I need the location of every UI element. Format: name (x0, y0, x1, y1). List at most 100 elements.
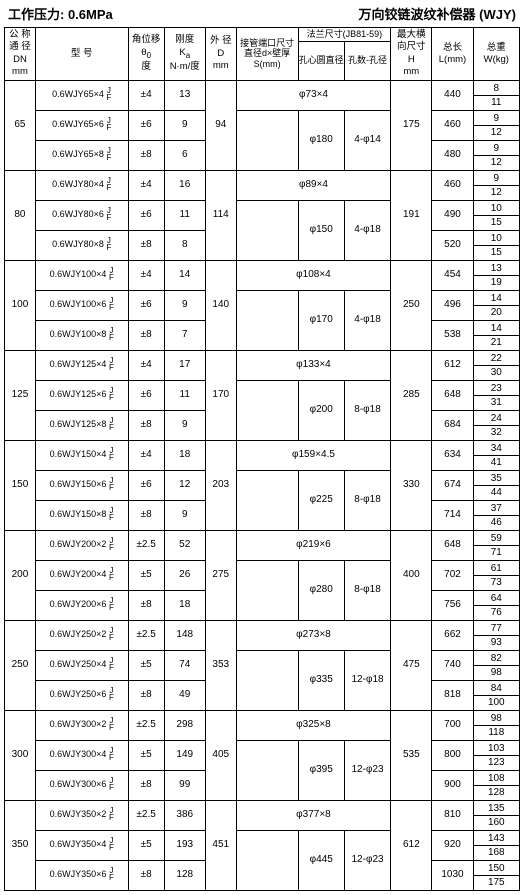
col-h: 最大横向尺寸Hmm (391, 28, 432, 81)
cell-model: 0.6WJY65×4 JF (35, 80, 128, 110)
cell-model: 0.6WJY125×8 JF (35, 410, 128, 440)
cell-w: 1015 (473, 200, 519, 230)
cell-k: 193 (164, 830, 205, 860)
cell-pipe: φ219×6 (236, 530, 390, 560)
cell-model: 0.6WJY125×6 JF (35, 380, 128, 410)
cell-l: 920 (432, 830, 473, 860)
cell-h: 191 (391, 170, 432, 260)
cell-model: 0.6WJY250×2 JF (35, 620, 128, 650)
cell-dn: 100 (5, 260, 36, 350)
cell-angle: ±8 (128, 140, 164, 170)
cell-w: 6173 (473, 560, 519, 590)
cell-angle: ±8 (128, 860, 164, 890)
cell-k: 386 (164, 800, 205, 830)
cell-od: 140 (205, 260, 236, 350)
cell-w: 811 (473, 80, 519, 110)
cell-pipe: φ159×4.5 (236, 440, 390, 470)
cell-l: 440 (432, 80, 473, 110)
cell-angle: ±8 (128, 590, 164, 620)
cell-model: 0.6WJY100×6 JF (35, 290, 128, 320)
table-body: 650.6WJY65×4 JF±41394φ73×41754408110.6WJ… (5, 80, 520, 890)
cell-l: 648 (432, 530, 473, 560)
cell-model: 0.6WJY80×6 JF (35, 200, 128, 230)
table-row: 0.6WJY150×6 JF±612φ2258-φ186743544 (5, 470, 520, 500)
cell-k: 13 (164, 80, 205, 110)
cell-angle: ±6 (128, 470, 164, 500)
cell-k: 74 (164, 650, 205, 680)
table-row: 2000.6WJY200×2 JF±2.552275φ219×640064859… (5, 530, 520, 560)
cell-flh: 8-φ18 (344, 470, 390, 530)
cell-k: 12 (164, 470, 205, 500)
header-right: 万向铰链波纹补偿器 (WJY) (359, 4, 516, 23)
cell-l: 740 (432, 650, 473, 680)
cell-pipe: φ108×4 (236, 260, 390, 290)
cell-k: 14 (164, 260, 205, 290)
header-left: 工作压力: 0.6MPa (8, 4, 113, 23)
cell-l: 480 (432, 140, 473, 170)
cell-k: 16 (164, 170, 205, 200)
cell-angle: ±2.5 (128, 620, 164, 650)
cell-k: 9 (164, 500, 205, 530)
cell-fld: φ150 (298, 200, 344, 260)
cell-sep (236, 110, 298, 170)
cell-k: 7 (164, 320, 205, 350)
table-row: 3000.6WJY300×2 JF±2.5298405φ325×85357009… (5, 710, 520, 740)
cell-h: 330 (391, 440, 432, 530)
cell-w: 3544 (473, 470, 519, 500)
cell-w: 143168 (473, 830, 519, 860)
cell-od: 451 (205, 800, 236, 890)
cell-h: 285 (391, 350, 432, 440)
cell-angle: ±4 (128, 170, 164, 200)
cell-fld: φ335 (298, 650, 344, 710)
cell-w: 1015 (473, 230, 519, 260)
cell-angle: ±8 (128, 320, 164, 350)
table-row: 1000.6WJY100×4 JF±414140φ108×42504541319 (5, 260, 520, 290)
cell-w: 912 (473, 170, 519, 200)
cell-flh: 4-φ14 (344, 110, 390, 170)
cell-w: 135160 (473, 800, 519, 830)
cell-model: 0.6WJY350×4 JF (35, 830, 128, 860)
cell-od: 170 (205, 350, 236, 440)
cell-h: 475 (391, 620, 432, 710)
cell-pipe: φ133×4 (236, 350, 390, 380)
cell-k: 9 (164, 410, 205, 440)
cell-angle: ±5 (128, 830, 164, 860)
cell-model: 0.6WJY150×6 JF (35, 470, 128, 500)
col-pipe: 接管端口尺寸直径d×壁厚S(mm) (236, 28, 298, 81)
cell-w: 150175 (473, 860, 519, 890)
cell-angle: ±8 (128, 410, 164, 440)
cell-k: 9 (164, 110, 205, 140)
table-row: 0.6WJY65×6 JF±69φ1804-φ14460912 (5, 110, 520, 140)
cell-angle: ±6 (128, 380, 164, 410)
cell-angle: ±5 (128, 650, 164, 680)
cell-flh: 4-φ18 (344, 200, 390, 260)
col-w: 总重W(kg) (473, 28, 519, 81)
cell-model: 0.6WJY350×2 JF (35, 800, 128, 830)
cell-w: 8298 (473, 650, 519, 680)
cell-od: 203 (205, 440, 236, 530)
cell-fld: φ395 (298, 740, 344, 800)
col-l: 总长L(mm) (432, 28, 473, 81)
cell-od: 94 (205, 80, 236, 170)
cell-l: 454 (432, 260, 473, 290)
cell-angle: ±5 (128, 740, 164, 770)
cell-l: 674 (432, 470, 473, 500)
cell-angle: ±4 (128, 350, 164, 380)
cell-w: 2331 (473, 380, 519, 410)
cell-h: 250 (391, 260, 432, 350)
cell-sep (236, 740, 298, 800)
cell-l: 684 (432, 410, 473, 440)
cell-w: 6476 (473, 590, 519, 620)
cell-model: 0.6WJY80×8 JF (35, 230, 128, 260)
col-fl-d: 孔心圆直径 (298, 41, 344, 80)
cell-l: 612 (432, 350, 473, 380)
cell-pipe: φ325×8 (236, 710, 390, 740)
cell-model: 0.6WJY65×8 JF (35, 140, 128, 170)
table-row: 0.6WJY125×6 JF±611φ2008-φ186482331 (5, 380, 520, 410)
cell-w: 3441 (473, 440, 519, 470)
cell-l: 648 (432, 380, 473, 410)
cell-pipe: φ73×4 (236, 80, 390, 110)
cell-fld: φ200 (298, 380, 344, 440)
cell-w: 1420 (473, 290, 519, 320)
cell-sep (236, 290, 298, 350)
